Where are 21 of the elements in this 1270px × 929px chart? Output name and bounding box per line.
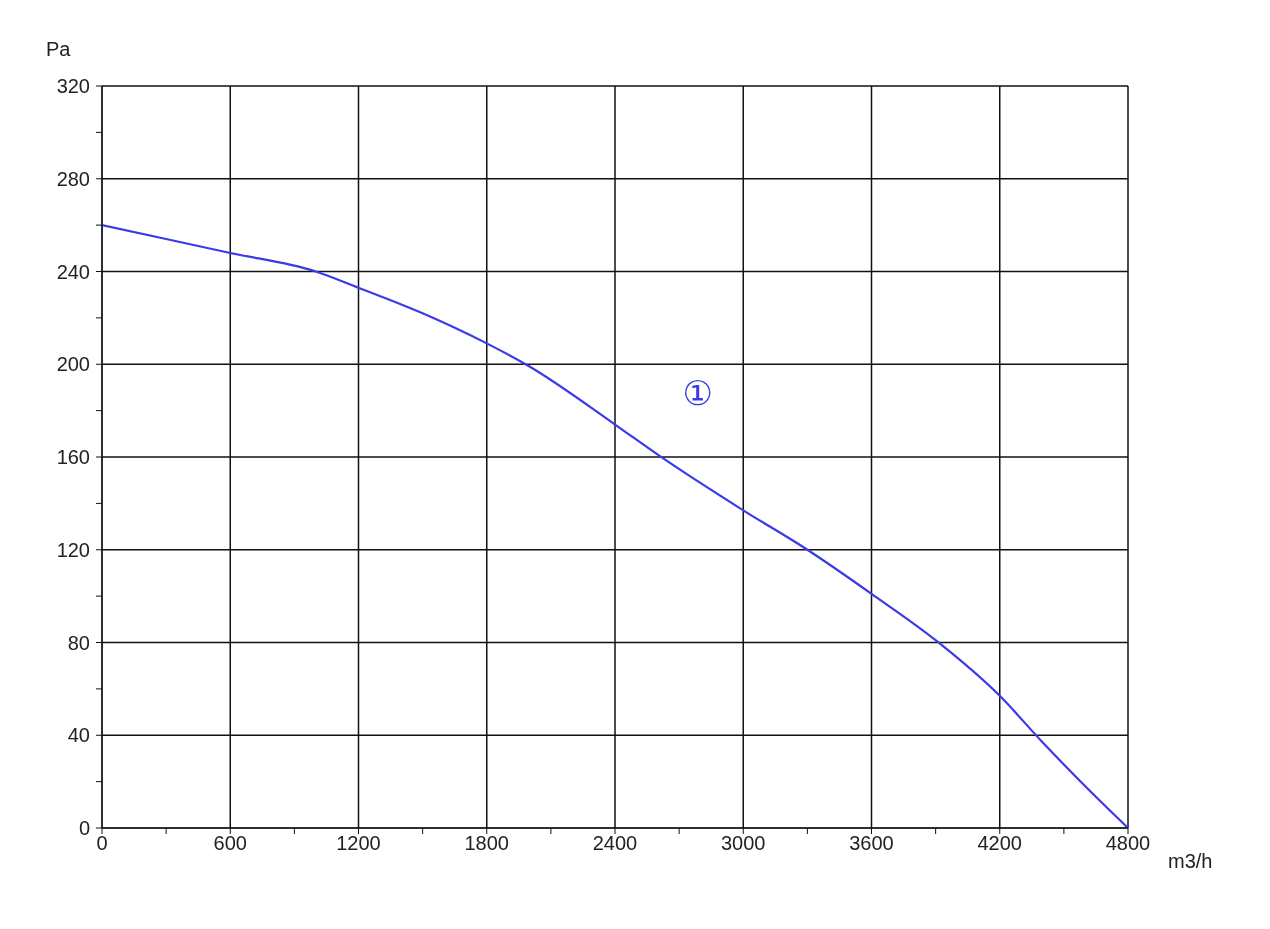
x-tick-label: 1200: [336, 832, 381, 854]
y-tick-label: 200: [56, 353, 90, 376]
y-tick-label: 240: [56, 260, 90, 283]
x-tick-label: 3000: [721, 832, 766, 854]
x-tick-label: 4200: [977, 832, 1022, 854]
x-axis-title: m3/h: [1168, 850, 1213, 873]
y-tick-label: 320: [56, 75, 90, 97]
y-tick-label: 160: [56, 446, 90, 468]
y-tick-label: 80: [67, 631, 90, 654]
x-tick-label: 3600: [849, 832, 894, 854]
x-tick-label: 1800: [464, 832, 509, 854]
y-axis-title: Pa: [46, 38, 71, 61]
y-tick-label: 120: [56, 538, 90, 561]
x-tick-label: 4800: [1105, 832, 1151, 854]
x-tick-label: 2400: [592, 832, 638, 854]
x-tick-label: 0: [96, 832, 108, 854]
y-tick-label: 280: [56, 167, 90, 190]
y-tick-label: 0: [78, 817, 90, 839]
x-tick-label: 600: [213, 832, 247, 854]
y-tick-label: 40: [67, 724, 90, 747]
series-label: ①: [682, 372, 713, 413]
